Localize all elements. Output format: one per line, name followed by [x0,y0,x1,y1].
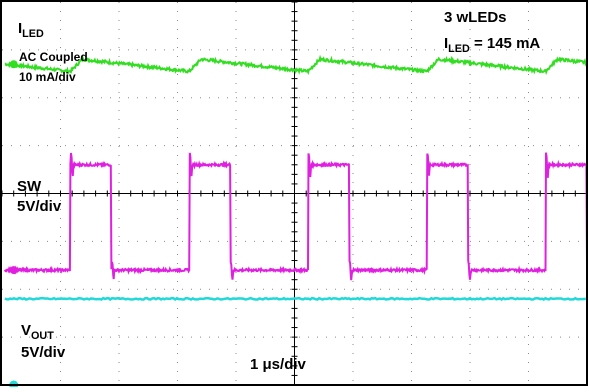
iled-channel-label: ILED [18,20,44,39]
sw-channel-marker [9,266,18,275]
condition-led-current: ILED = 145 mA [444,35,541,54]
condition-current-value: = 145 mA [469,35,541,52]
timebase-label: 1 μs/div [250,356,306,373]
iled-coupling-label: AC Coupled [19,50,88,64]
vout-scale-label: 5V/div [21,344,66,361]
condition-current-sub: LED [448,42,470,55]
sw-trace [3,152,588,281]
condition-led-count: 3 wLEDs [444,9,507,26]
sw-scale-label: 5V/div [17,198,62,215]
condition-current-main: I [444,35,449,52]
iled-scale-label: 10 mA/div [19,70,76,84]
vout-label-sub: OUT [31,329,54,342]
iled-channel-marker [9,60,18,69]
vout-channel-label: VOUT [21,322,54,341]
sw-channel-label: SW [17,178,42,195]
graticule [1,1,588,386]
vout-trace [4,296,586,302]
iled-label-sub: LED [22,27,44,40]
vout-label-main: V [21,322,32,339]
waveform-traces [3,54,588,390]
iled-trace [4,54,588,76]
iled-label-main: I [18,20,23,37]
